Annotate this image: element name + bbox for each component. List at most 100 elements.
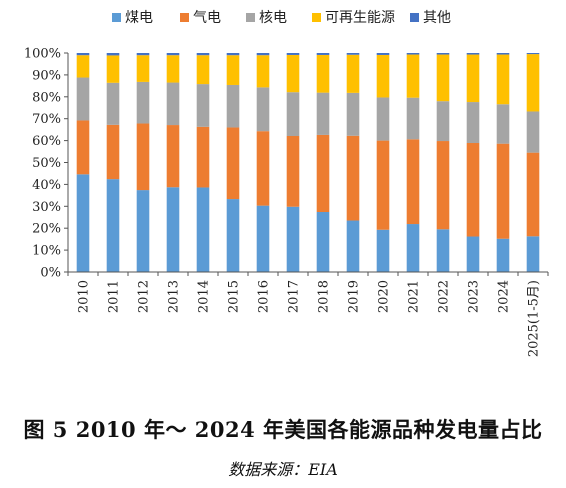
stacked-bar-chart: 煤电 气电 核电 可再生能源 其他 0% 10% 20% 30% 40% 50% 60% 70% 80%… [24, 10, 549, 357]
y-tick-label: 90% [32, 68, 61, 83]
bar-segment [136, 81, 150, 124]
y-tick-label: 0% [40, 266, 61, 281]
bar-segment [256, 87, 270, 132]
bar-segment [496, 238, 510, 272]
bar-segment [196, 55, 210, 85]
bar-segment [76, 174, 90, 272]
legend-swatch [410, 13, 419, 22]
bar-segment [346, 54, 360, 93]
bar-segment [346, 220, 360, 272]
x-tick-label: 2023 [467, 280, 482, 313]
bar-segment [76, 120, 90, 175]
bar-segment [136, 55, 150, 82]
x-tick-label: 2012 [137, 280, 152, 313]
x-tick-label: 2013 [167, 280, 182, 313]
x-tick-label: 2018 [317, 280, 332, 313]
bar-segment [166, 125, 180, 188]
bar-segment [346, 135, 360, 221]
x-tick-label: 2025(1-5月) [527, 280, 542, 357]
legend-swatch [112, 13, 121, 22]
x-tick-label: 2019 [347, 280, 362, 313]
bar-segment [526, 54, 540, 112]
legend-label: 其他 [423, 10, 451, 26]
bar-segment [286, 53, 300, 55]
bar-segment [496, 143, 510, 239]
y-tick-label: 50% [32, 156, 61, 171]
y-tick-label: 30% [32, 200, 61, 215]
bar-segment [376, 140, 390, 230]
bar-segment [496, 104, 510, 144]
bar-segment [346, 53, 360, 55]
bar-segment [526, 111, 540, 153]
bar-segment [286, 206, 300, 272]
figure-caption: 图 5 2010 年～ 2024 年美国各能源品种发电量占比 [23, 417, 543, 442]
bar-segment [286, 136, 300, 207]
bar-segment [406, 224, 420, 272]
bar-segment [406, 139, 420, 225]
bar-segment [256, 205, 270, 272]
bar-segment [436, 141, 450, 230]
bar-segment [526, 53, 540, 55]
bar-segment [106, 124, 120, 180]
bar-segment [496, 54, 510, 105]
legend-swatch [312, 13, 321, 22]
bar-segment [376, 54, 390, 98]
legend-label: 煤电 [125, 10, 153, 26]
bar-segment [226, 55, 240, 85]
bars [76, 53, 540, 272]
bar-segment [136, 123, 150, 191]
legend-label: 可再生能源 [325, 10, 395, 26]
x-tick-label: 2021 [407, 280, 422, 313]
y-tick-label: 10% [32, 244, 61, 259]
bar-segment [466, 236, 480, 272]
bar-segment [316, 54, 330, 93]
bar-segment [106, 55, 120, 83]
bar-segment [376, 229, 390, 272]
legend-label: 核电 [259, 10, 287, 26]
bar-segment [436, 54, 450, 102]
y-tick-label: 80% [32, 90, 61, 105]
bar-segment [406, 97, 420, 140]
bar-segment [286, 54, 300, 93]
bar-segment [316, 53, 330, 55]
x-tick-label: 2020 [377, 280, 392, 313]
bar-segment [196, 84, 210, 127]
bar-segment [376, 53, 390, 55]
bar-segment [136, 190, 150, 272]
x-tick-label: 2014 [197, 280, 212, 313]
legend-swatch [246, 13, 255, 22]
bar-segment [256, 131, 270, 206]
bar-segment [76, 55, 90, 78]
bar-segment [526, 236, 540, 272]
bar-segment [166, 187, 180, 272]
x-tick-label: 2022 [437, 280, 452, 313]
bar-segment [166, 82, 180, 126]
bar-segment [226, 127, 240, 200]
bar-segment [466, 54, 480, 103]
legend-label: 气电 [193, 10, 221, 26]
bar-segment [526, 152, 540, 237]
y-tick-label: 40% [32, 178, 61, 193]
bar-segment [106, 179, 120, 272]
bar-segment [466, 143, 480, 237]
x-tick-label: 2016 [257, 280, 272, 313]
x-tick-label: 2015 [227, 280, 242, 313]
bar-segment [286, 92, 300, 136]
bar-segment [436, 53, 450, 55]
bar-segment [256, 53, 270, 56]
x-tick-label: 2017 [287, 280, 302, 313]
bar-segment [466, 53, 480, 55]
legend-swatch [180, 13, 189, 22]
bar-segment [256, 55, 270, 88]
bar-segment [196, 53, 210, 56]
legend: 煤电 气电 核电 可再生能源 其他 [112, 10, 451, 26]
bar-segment [346, 92, 360, 136]
bar-segment [466, 102, 480, 144]
bar-segment [106, 53, 120, 56]
bar-segment [436, 101, 450, 142]
chart: 煤电 气电 核电 可再生能源 其他 0% 10% 20% 30% 40% 50% 60% 70% 80%… [24, 10, 549, 357]
y-tick-label: 100% [24, 47, 61, 62]
bar-segment [406, 54, 420, 98]
x-tick-label: 2011 [107, 280, 122, 313]
bar-segment [196, 187, 210, 272]
